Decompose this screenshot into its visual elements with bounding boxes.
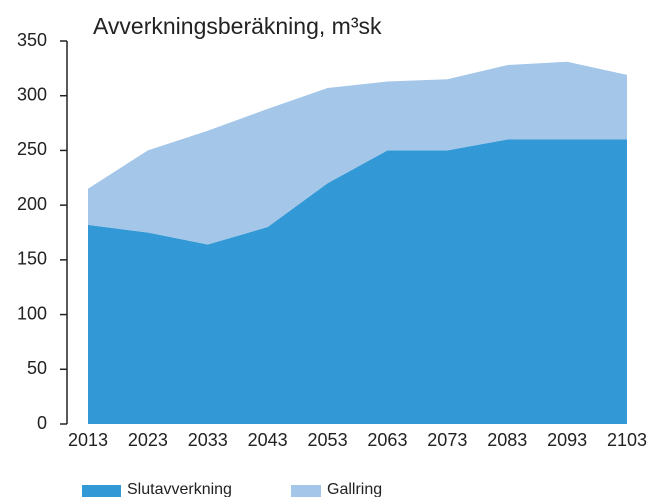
x-tick-label: 2083 — [487, 430, 527, 450]
legend-swatch — [291, 485, 321, 497]
y-tick-label: 250 — [17, 139, 47, 159]
x-tick-label: 2033 — [188, 430, 228, 450]
chart-title: Avverkningsberäkning, m³sk — [93, 13, 382, 39]
x-tick-label: 2043 — [248, 430, 288, 450]
y-tick-label: 50 — [27, 358, 47, 378]
y-tick-label: 100 — [17, 303, 47, 323]
x-tick-label: 2053 — [308, 430, 348, 450]
x-tick-label: 2013 — [68, 430, 108, 450]
x-tick-label: 2023 — [128, 430, 168, 450]
area — [88, 61, 627, 245]
legend-label: Gallring — [327, 481, 382, 497]
x-tick-label: 2093 — [547, 430, 587, 450]
x-tick-label: 2103 — [607, 430, 647, 450]
y-tick-label: 200 — [17, 194, 47, 214]
area — [88, 139, 627, 424]
x-tick-label: 2063 — [367, 430, 407, 450]
y-tick-label: 0 — [37, 413, 47, 433]
y-tick-label: 150 — [17, 249, 47, 269]
y-tick-label: 300 — [17, 84, 47, 104]
x-tick-label: 2073 — [427, 430, 467, 450]
legend-swatch — [82, 485, 121, 497]
y-tick-label: 350 — [17, 30, 47, 50]
legend-label: Slutavverkning — [127, 481, 232, 497]
